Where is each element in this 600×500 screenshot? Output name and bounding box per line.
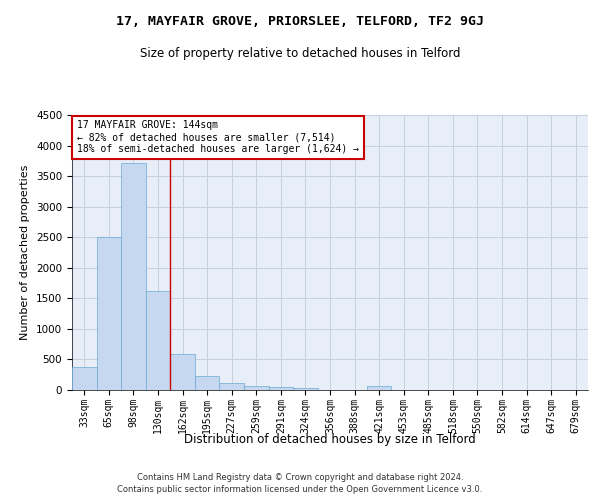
Bar <box>244 386 269 390</box>
Text: Contains public sector information licensed under the Open Government Licence v3: Contains public sector information licen… <box>118 486 482 494</box>
Bar <box>170 354 195 390</box>
Text: 17 MAYFAIR GROVE: 144sqm
← 82% of detached houses are smaller (7,514)
18% of sem: 17 MAYFAIR GROVE: 144sqm ← 82% of detach… <box>77 120 359 154</box>
Bar <box>72 368 97 390</box>
Text: Contains HM Land Registry data © Crown copyright and database right 2024.: Contains HM Land Registry data © Crown c… <box>137 473 463 482</box>
Bar <box>293 388 318 390</box>
Bar <box>195 376 220 390</box>
Y-axis label: Number of detached properties: Number of detached properties <box>20 165 31 340</box>
Bar <box>146 291 170 390</box>
Bar <box>269 387 293 390</box>
Bar <box>121 162 146 390</box>
Text: Size of property relative to detached houses in Telford: Size of property relative to detached ho… <box>140 48 460 60</box>
Bar <box>97 237 121 390</box>
Text: 17, MAYFAIR GROVE, PRIORSLEE, TELFORD, TF2 9GJ: 17, MAYFAIR GROVE, PRIORSLEE, TELFORD, T… <box>116 15 484 28</box>
Bar <box>367 386 391 390</box>
Text: Distribution of detached houses by size in Telford: Distribution of detached houses by size … <box>184 432 476 446</box>
Bar <box>220 384 244 390</box>
